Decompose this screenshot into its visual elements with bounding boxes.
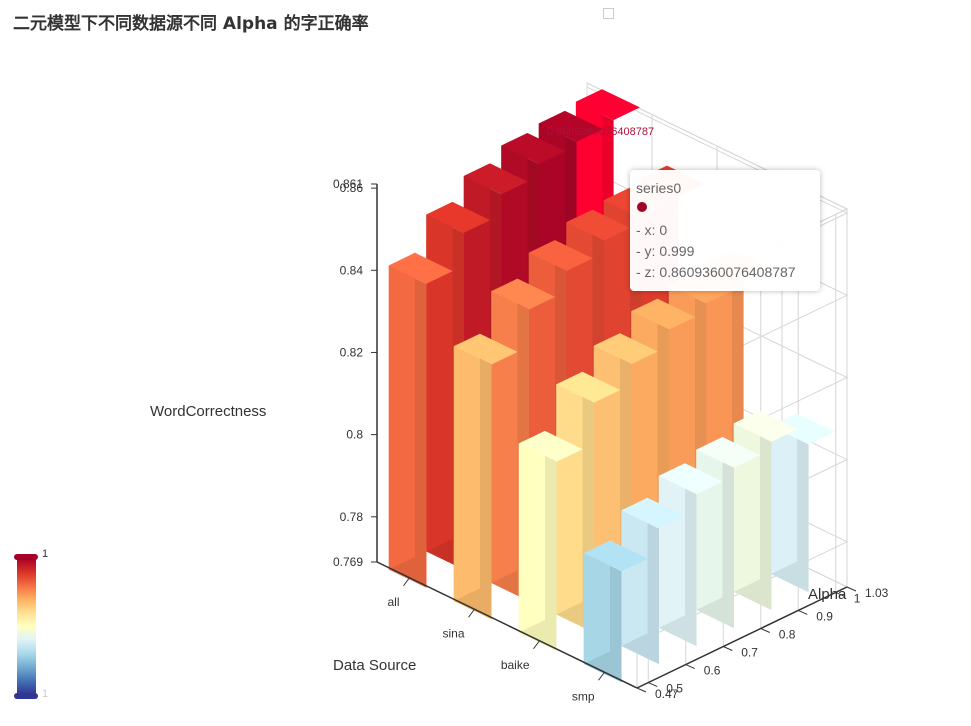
z-axis-name: WordCorrectness <box>150 403 266 420</box>
y-tick <box>760 628 770 633</box>
y-tick <box>723 646 733 651</box>
bar-face-top <box>621 497 686 529</box>
bar-face-top <box>733 410 798 442</box>
bar-face-top <box>426 201 491 233</box>
tooltip-x: - x: 0 <box>636 222 668 238</box>
x-tick <box>598 671 605 681</box>
bar-face-left <box>696 437 723 610</box>
bar-face-left <box>621 497 648 646</box>
bar-face-left <box>658 463 685 628</box>
bar-face-left <box>770 413 798 574</box>
z-tick-label: 0.861 <box>333 177 363 191</box>
y-tick <box>798 609 808 615</box>
bar-face-left <box>453 333 480 601</box>
x-axis-name: Data Source <box>333 657 416 674</box>
bar-smp-alpha-0.6[interactable] <box>621 497 686 665</box>
y-tick-label: 1.03 <box>865 586 889 600</box>
y-tick-label: 0.5 <box>666 682 683 696</box>
bar-face-top <box>566 209 631 241</box>
x-tick-label: baike <box>501 658 530 672</box>
y-tick-label: 0.7 <box>741 646 758 660</box>
z-tick-label: 0.78 <box>340 510 364 524</box>
bar-face-top <box>388 252 453 284</box>
bar-face-left <box>426 201 453 552</box>
bar-sina-alpha-0.5[interactable] <box>453 333 518 620</box>
visual-map-gradient <box>17 558 36 694</box>
x-tick-label: sina <box>442 626 464 640</box>
visual-map-handle-top[interactable] <box>14 554 38 560</box>
bar-all-alpha-0.5[interactable] <box>388 252 453 588</box>
bar-face-top <box>491 278 556 310</box>
bar-face-left <box>518 430 545 633</box>
z-tick-label: 0.84 <box>340 263 364 277</box>
y-axis-name: Alpha <box>808 586 847 603</box>
bar-face-top <box>538 110 603 142</box>
bar-face-top <box>631 298 696 330</box>
bar-face-top <box>501 133 566 164</box>
bar-face-left <box>388 252 415 570</box>
bar-face-left <box>583 540 610 664</box>
y-tick-label: 1 <box>854 591 861 605</box>
bar-smp-alpha-0.999[interactable] <box>770 413 835 593</box>
x-tick <box>468 608 475 618</box>
tooltip-series-dot <box>637 202 647 212</box>
x-axis-line <box>376 561 638 689</box>
bar-face-top <box>528 240 593 271</box>
bar-baike-alpha-0.5[interactable] <box>518 430 583 651</box>
tooltip-y: - y: 0.999 <box>636 243 695 259</box>
y-tick <box>846 586 857 592</box>
x-tick-label: smp <box>572 689 595 703</box>
y-tick <box>685 664 695 670</box>
bar-smp-alpha-0.5[interactable] <box>583 540 648 683</box>
chart-title: 二元模型下不同数据源不同 Alpha 的字正确率 <box>13 14 369 34</box>
legend-toggle[interactable] <box>603 8 614 19</box>
bar-face-top <box>453 333 518 365</box>
bar-face-left <box>491 278 518 583</box>
y-tick <box>648 682 658 688</box>
bar-face-top <box>593 333 658 365</box>
bar-face-top <box>556 371 621 403</box>
bar-face-top <box>658 463 723 495</box>
z-tick-label: 0.769 <box>333 555 363 569</box>
bar-face-top <box>696 437 761 468</box>
bar-face-top <box>770 413 835 445</box>
visual-map-max-label: 1 <box>42 548 49 560</box>
tooltip: series0 - x: 0 - y: 0.999 - z: 0.8609360… <box>630 170 820 291</box>
bar-face-top <box>583 540 648 572</box>
tooltip-series: series0 <box>636 180 682 196</box>
axes-layer: WordCorrectness Data Source Alpha 0.8609… <box>150 126 889 703</box>
y-tick-label: 0.8 <box>779 627 796 641</box>
y-tick <box>835 591 845 597</box>
y-tick-label: 0.9 <box>816 609 833 623</box>
bar-face-top <box>518 430 583 462</box>
z-tick-label: 0.82 <box>340 345 364 359</box>
tooltip-z: - z: 0.8609360076408787 <box>636 264 796 280</box>
visual-map[interactable]: 1 1 <box>14 548 48 702</box>
visual-map-handle-bottom[interactable] <box>14 693 38 699</box>
z-tick-label: 0.86 <box>340 181 364 195</box>
y-tick-label: 0.47 <box>655 687 679 701</box>
y-tick-label: 0.6 <box>704 664 721 678</box>
x-tick-label: all <box>387 595 399 609</box>
bar-face-top <box>463 163 528 195</box>
z-tick-label: 0.8 <box>346 428 363 442</box>
bars-layer[interactable] <box>388 89 835 683</box>
x-tick <box>533 640 540 650</box>
bar-face-left <box>556 371 583 615</box>
x-tick <box>403 577 410 587</box>
bar-face-top <box>575 89 640 121</box>
highlight-value-label: 0.8609360076408787 <box>547 126 654 138</box>
y-axis-line <box>636 586 848 689</box>
visual-map-min-label: 1 <box>42 688 49 700</box>
bar-face-left <box>733 410 760 592</box>
y-tick <box>636 687 647 693</box>
